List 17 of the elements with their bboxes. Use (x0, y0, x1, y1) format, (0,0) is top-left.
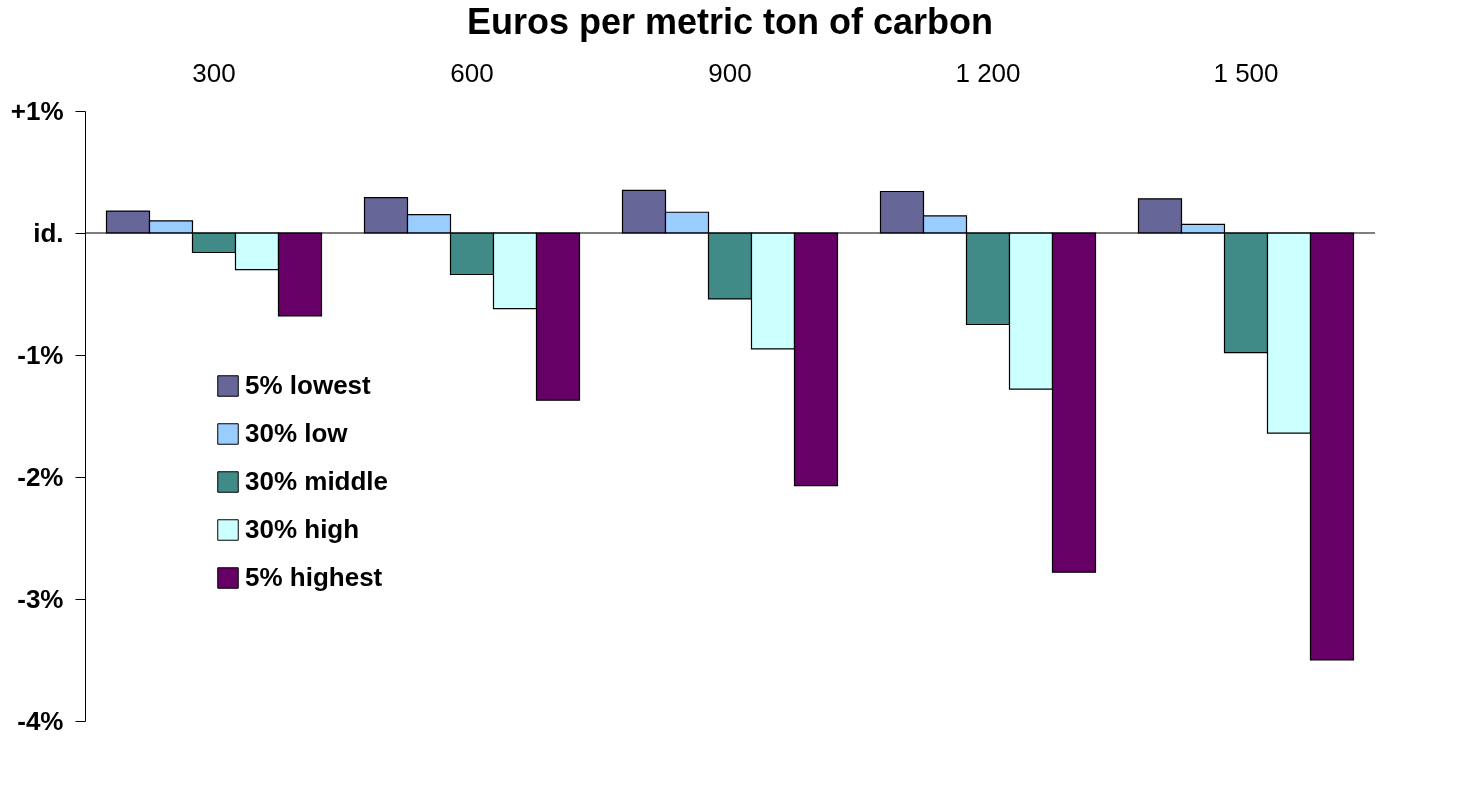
legend-label: 30% high (245, 514, 360, 544)
x-tick-label: 900 (708, 57, 752, 88)
y-tick-label: id. (33, 217, 64, 248)
x-tick-label: 1 200 (955, 57, 1021, 88)
x-tick-label: 600 (450, 57, 494, 88)
x-tick-label: 1 500 (1213, 57, 1279, 88)
y-tick-label: -2% (17, 461, 64, 492)
legend-label: 5% highest (245, 562, 383, 592)
y-tick-label: +1% (10, 95, 64, 126)
x-tick-label: 300 (192, 57, 236, 88)
legend-label: 5% lowest (245, 370, 372, 400)
chart-title: Euros per metric ton of carbon (466, 1, 994, 42)
y-tick-label: -4% (17, 705, 64, 736)
y-tick-label: -1% (17, 339, 64, 370)
legend-label: 30% middle (245, 466, 389, 496)
legend-label: 30% low (245, 418, 349, 448)
y-tick-label: -3% (17, 583, 64, 614)
